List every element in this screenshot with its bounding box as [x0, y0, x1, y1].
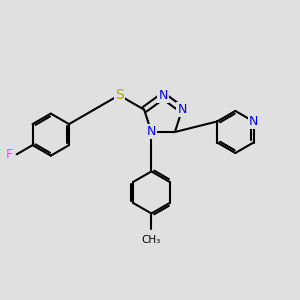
Text: S: S: [115, 88, 124, 102]
Text: N: N: [178, 103, 187, 116]
Text: CH₃: CH₃: [142, 235, 161, 244]
Text: F: F: [5, 148, 12, 161]
Text: N: N: [158, 89, 168, 102]
Text: N: N: [249, 115, 258, 128]
Text: N: N: [147, 125, 156, 139]
